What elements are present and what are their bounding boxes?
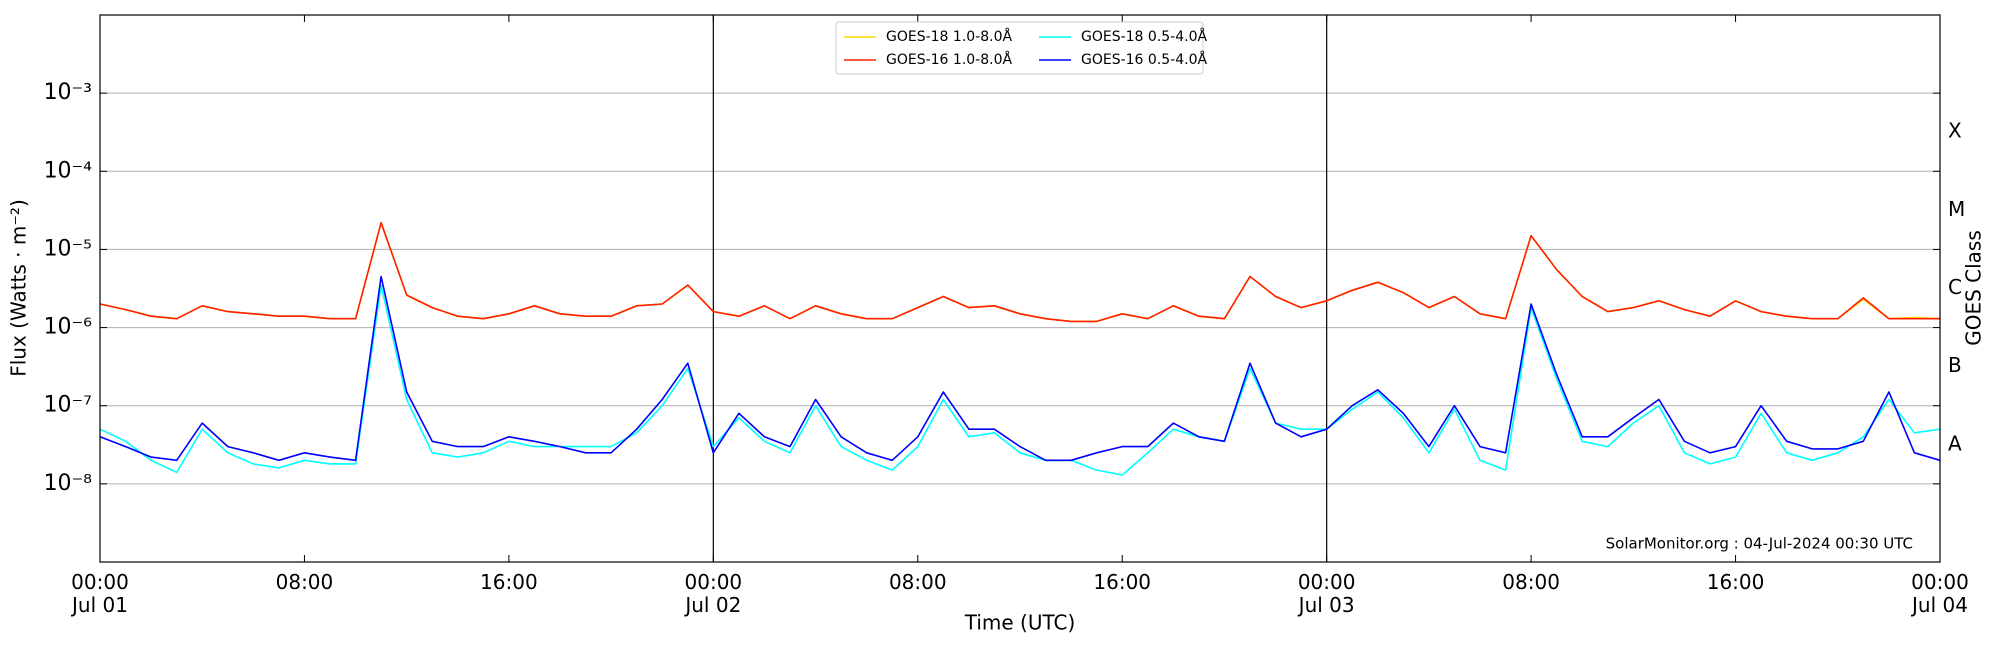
- legend-label: GOES-18 1.0-8.0Å: [886, 28, 1012, 45]
- y-tick-label: 10⁻⁷: [44, 393, 92, 418]
- annotation: SolarMonitor.org : 04-Jul-2024 00:30 UTC: [1606, 535, 1913, 553]
- plot-frame: [99, 14, 1941, 563]
- y2-tick-label: B: [1948, 353, 1962, 377]
- legend-label: GOES-16 1.0-8.0Å: [886, 51, 1012, 68]
- series-line: [99, 221, 1940, 323]
- y2-tick-label: C: [1948, 275, 1962, 299]
- y-tick-label: 10⁻⁶: [44, 315, 93, 340]
- legend-box: [835, 21, 1204, 75]
- y-tick-label: 10⁻⁵: [44, 236, 92, 261]
- y2-axis-label: GOES Class: [1962, 230, 1986, 346]
- x-tick-label: 00:00 Jul 01: [71, 570, 129, 617]
- x-tick-label: 08:00: [888, 570, 947, 594]
- y-tick-label: 10⁻³: [44, 80, 92, 105]
- x-tick-label: 16:00: [1093, 570, 1152, 594]
- y2-tick-label: X: [1948, 119, 1962, 143]
- y-tick-label: 10⁻⁸: [44, 471, 93, 496]
- x-tick-label: 08:00: [275, 570, 334, 594]
- legend-label: GOES-18 0.5-4.0Å: [1081, 28, 1207, 45]
- series-line: [99, 221, 1941, 323]
- x-tick-label: 00:00 Jul 03: [1297, 570, 1356, 617]
- x-tick-label: 16:00: [1706, 570, 1765, 594]
- x-tick-label: 00:00 Jul 04: [1911, 570, 1969, 617]
- y-tick-label: 10⁻⁴: [44, 158, 93, 183]
- legend-label: GOES-16 0.5-4.0Å: [1081, 51, 1207, 68]
- series-line: [99, 275, 1941, 462]
- series-line: [99, 284, 1941, 476]
- y2-tick-label: A: [1948, 431, 1962, 455]
- y-axis-label: Flux (Watts · m⁻²): [7, 199, 31, 377]
- x-tick-label: 08:00: [1502, 570, 1560, 594]
- x-tick-label: 16:00: [480, 570, 538, 594]
- x-tick-label: 00:00 Jul 02: [684, 570, 743, 617]
- y2-tick-label: M: [1948, 197, 1965, 221]
- x-axis-label: Time (UTC): [964, 611, 1076, 635]
